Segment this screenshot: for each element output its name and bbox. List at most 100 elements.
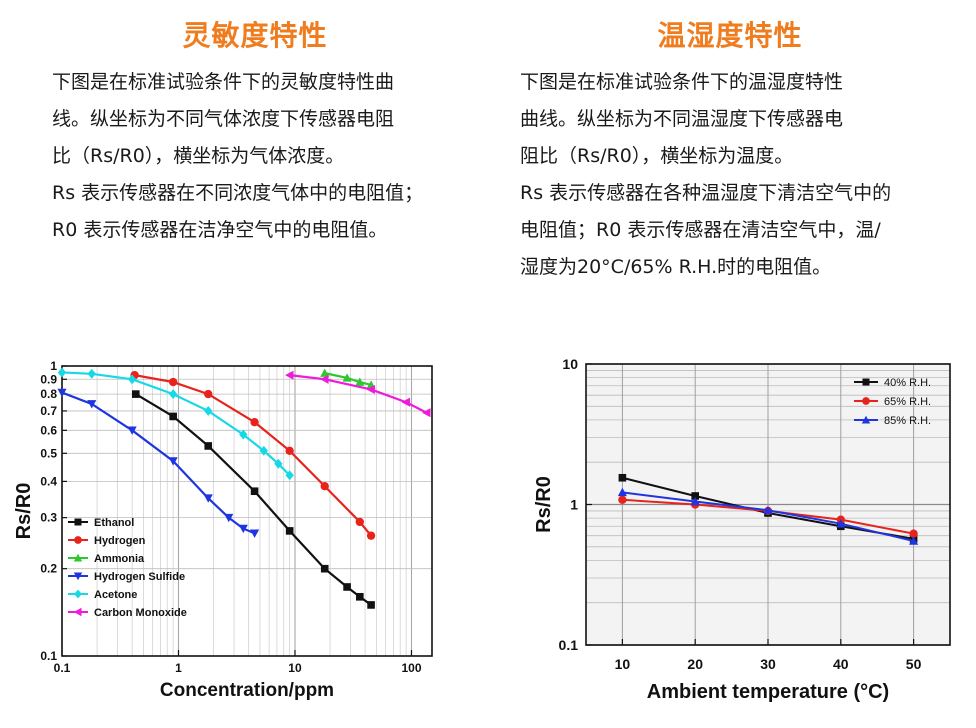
legend-entry: 65% R.H. <box>884 396 931 408</box>
legend-entry: Hydrogen Sulfide <box>94 571 185 583</box>
y-tick-label: 0.6 <box>40 423 57 437</box>
series-line <box>134 374 372 537</box>
data-point <box>204 389 213 399</box>
data-point <box>259 445 268 456</box>
legend-marker <box>74 536 82 544</box>
data-point <box>355 593 364 601</box>
data-point <box>285 527 294 535</box>
temp-humidity-title: 温湿度特性 <box>657 19 803 52</box>
data-point <box>343 583 351 591</box>
temp-humidity-desc-line: 曲线。纵坐标为不同温湿度下传感器电 <box>520 108 844 130</box>
y-tick-label: 10 <box>562 356 578 372</box>
data-point <box>127 374 137 385</box>
series-line <box>324 372 372 387</box>
legend-marker <box>862 397 870 405</box>
y-tick-label: 0.5 <box>40 446 57 460</box>
y-tick-label: 0.4 <box>40 474 57 488</box>
legend-entry: Hydrogen <box>94 535 146 547</box>
y-tick-label: 0.9 <box>40 372 57 386</box>
data-point <box>224 513 234 523</box>
series-hydrogen-sulfide <box>57 388 260 538</box>
y-tick-label: 0.1 <box>559 637 579 653</box>
x-tick-label: 50 <box>906 656 922 672</box>
data-point <box>691 492 699 500</box>
data-point <box>422 408 431 418</box>
data-point <box>690 496 700 506</box>
data-point <box>285 446 294 455</box>
legend-entry: Ammonia <box>94 553 145 565</box>
temp-humidity-desc-line: 下图是在标准试验条件下的温湿度特性 <box>520 71 844 93</box>
legend-marker <box>73 553 83 562</box>
data-point <box>285 370 294 380</box>
data-point <box>763 505 773 515</box>
data-point <box>168 377 178 387</box>
legend-marker <box>861 415 871 424</box>
y-tick-label: 0.3 <box>40 511 57 525</box>
series-acetone <box>57 367 294 481</box>
y-axis-label: Rs/R0 <box>533 476 555 533</box>
sensitivity-desc-line: 线。纵坐标为不同气体浓度下传感器电阻 <box>52 108 395 130</box>
sensitivity-desc-line: Rs 表示传感器在不同浓度气体中的电阻值； <box>52 182 424 204</box>
temp-humidity-desc-line: 阻比（Rs/R0），横坐标为温度。 <box>520 145 794 167</box>
data-point <box>320 374 329 384</box>
legend: 40% R.H. 65% R.H. 85% R.H. <box>854 377 931 427</box>
y-tick-label: 1 <box>50 359 57 373</box>
data-point <box>401 397 410 407</box>
data-point <box>618 495 627 504</box>
y-tick-label: 0.2 <box>40 562 57 576</box>
sensitivity-desc-line: 比（Rs/R0），横坐标为气体浓度。 <box>52 145 345 167</box>
data-point <box>320 368 330 377</box>
plot-frame <box>61 365 433 657</box>
data-point <box>320 482 329 491</box>
axis-ticks: 10 20 30 40 50 0.1 1 10 <box>559 356 922 672</box>
data-point <box>131 390 140 398</box>
series-85-r-h <box>617 487 919 545</box>
data-point <box>342 373 352 382</box>
legend-marker <box>73 572 83 581</box>
legend-entry: 85% R.H. <box>884 415 931 427</box>
y-tick-label: 0.7 <box>40 404 57 418</box>
legend-marker <box>73 607 82 617</box>
data-point <box>57 367 67 378</box>
data-point <box>367 601 375 609</box>
data-point <box>250 529 260 538</box>
sensitivity-desc-line: 下图是在标准试验条件下的灵敏度特性曲 <box>52 71 395 93</box>
series-ethanol <box>131 390 375 609</box>
sensitivity-title: 灵敏度特性 <box>182 19 328 52</box>
data-point <box>250 487 259 496</box>
data-point <box>274 458 283 469</box>
y-tick-label: 1 <box>570 497 578 513</box>
data-point <box>909 536 919 545</box>
sensitivity-desc-line: R0 表示传感器在洁净空气中的电阻值。 <box>52 219 388 241</box>
legend-entry: Acetone <box>94 589 137 601</box>
data-point <box>250 418 259 427</box>
data-point <box>355 517 364 527</box>
legend-entry: Ethanol <box>94 517 134 529</box>
data-point <box>204 405 213 416</box>
x-axis-label: Ambient temperature (°C) <box>647 681 889 703</box>
legend-marker <box>74 518 82 526</box>
x-axis-label: Concentration/ppm <box>160 680 334 701</box>
x-tick-label: 10 <box>615 656 631 672</box>
temp-humidity-desc-line: 电阻值；R0 表示传感器在清洁空气中，温/ <box>520 219 881 241</box>
x-tick-label: 1 <box>175 661 182 675</box>
x-tick-label: 10 <box>288 661 302 675</box>
legend-entry: 40% R.H. <box>884 377 931 389</box>
x-tick-label: 0.1 <box>54 661 71 675</box>
x-tick-label: 20 <box>687 656 703 672</box>
data-point <box>366 531 376 540</box>
x-tick-label: 40 <box>833 656 849 672</box>
data-point <box>204 442 213 450</box>
data-point <box>618 473 627 482</box>
data-point <box>238 524 248 534</box>
data-point <box>320 564 329 573</box>
data-point <box>168 389 178 400</box>
data-point <box>909 529 918 538</box>
data-point <box>239 429 248 440</box>
temperature-humidity-chart: 10 20 30 40 50 0.1 1 10 Ambient temperature (°C)… <box>533 356 951 703</box>
x-tick-label: 30 <box>760 656 776 672</box>
data-point <box>168 457 178 466</box>
temp-humidity-desc-line: 湿度为20°C/65% R.H.时的电阻值。 <box>520 256 832 278</box>
temp-humidity-description: 下图是在标准试验条件下的温湿度特性 曲线。纵坐标为不同温湿度下传感器电 阻比（R… <box>520 64 950 286</box>
